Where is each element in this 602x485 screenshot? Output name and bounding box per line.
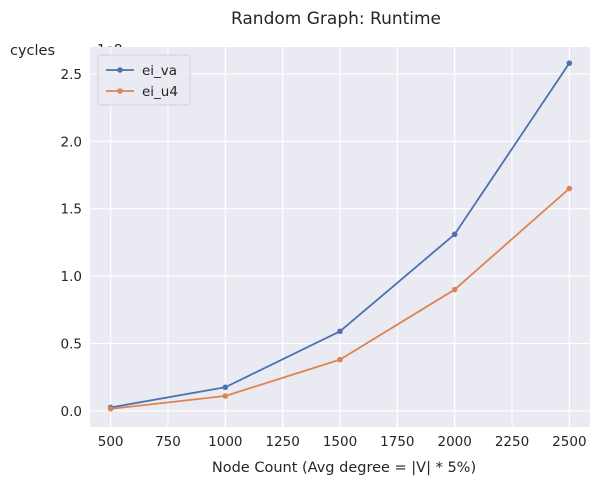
y-axis-label: cycles (10, 43, 55, 59)
data-point-ei_va (222, 384, 229, 391)
data-point-ei_va (451, 231, 458, 238)
legend-label-ei_va: ei_va (142, 63, 177, 79)
data-point-ei_va (566, 60, 573, 66)
x-tick-label: 2250 (495, 434, 529, 450)
y-tick-label: 0.0 (61, 404, 82, 420)
y-tick-label: 2.0 (61, 134, 82, 150)
legend-marker-ei_u4 (117, 88, 123, 94)
data-point-ei_u4 (566, 185, 573, 192)
legend-marker-ei_va (117, 67, 123, 73)
legend-label-ei_u4: ei_u4 (142, 84, 178, 100)
x-tick-label: 1250 (265, 434, 299, 450)
x-axis-label: Node Count (Avg degree = |V| * 5%) (212, 460, 476, 476)
y-tick-label: 1.5 (61, 202, 82, 218)
data-point-ei_u4 (222, 393, 229, 399)
x-tick-label: 1000 (208, 434, 242, 450)
y-tick-label: 2.5 (61, 67, 82, 83)
y-tick-label: 0.5 (61, 336, 82, 352)
x-tick-label: 1750 (380, 434, 414, 450)
x-tick-label: 2000 (437, 434, 471, 450)
data-point-ei_u4 (337, 356, 343, 363)
plot-area: 500 750 1000 1250 1500 1750 2000 2250 2500 0.0 0.5… (61, 47, 590, 450)
data-point-ei_u4 (451, 286, 458, 293)
chart-title: Random Graph: Runtime (231, 9, 441, 29)
data-point-ei_u4 (107, 406, 114, 412)
y-tick-label: 1.0 (61, 269, 82, 285)
x-tick-label: 500 (98, 434, 124, 450)
x-tick-label: 750 (155, 434, 181, 450)
x-tick-label: 1500 (323, 434, 357, 450)
x-tick-label: 2500 (552, 434, 586, 450)
data-point-ei_va (337, 328, 343, 335)
